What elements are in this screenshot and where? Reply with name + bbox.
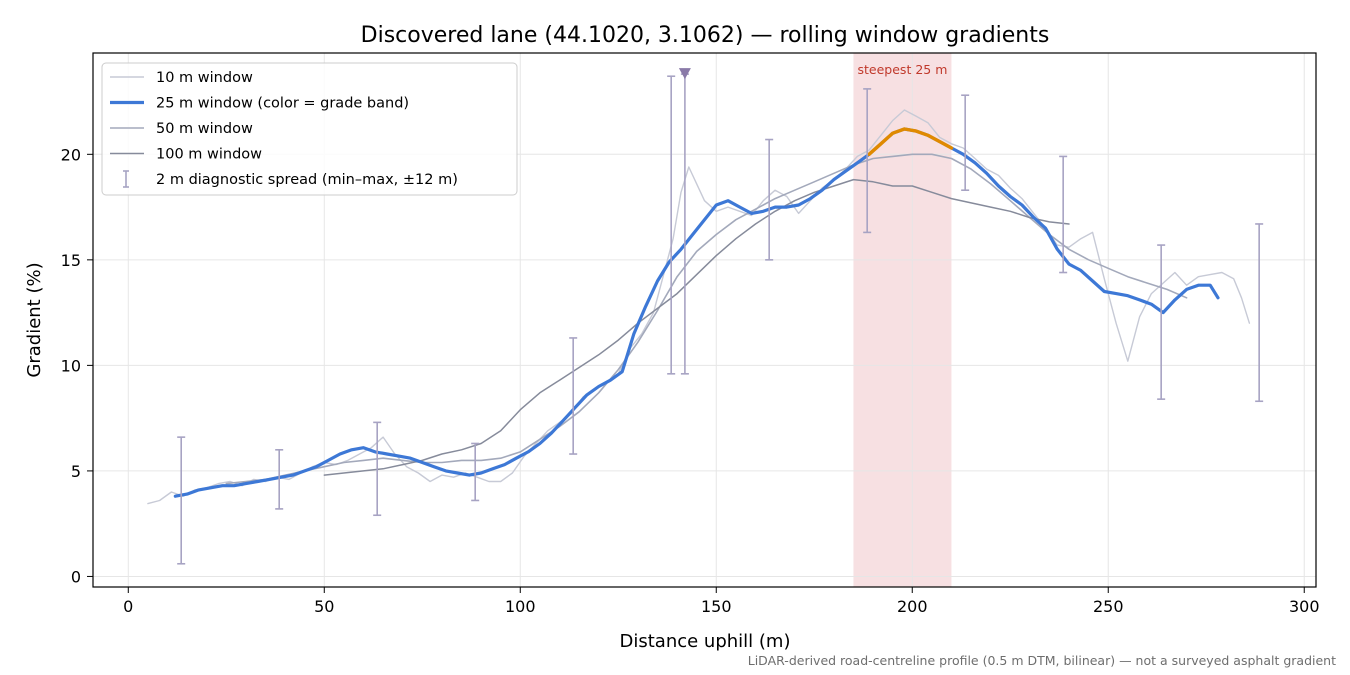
y-tick-label: 10 — [61, 356, 81, 375]
errorbar — [765, 138, 774, 261]
legend-box — [101, 62, 518, 196]
x-tick-label: 100 — [505, 597, 536, 616]
x-tick-label: 200 — [897, 597, 928, 616]
legend-entry-label: 10 m window — [156, 70, 253, 86]
steepest-band-highlight — [853, 53, 952, 587]
errorbar — [863, 88, 872, 234]
errorbar — [961, 94, 970, 191]
errorbar — [569, 337, 578, 455]
chart-title: Discovered lane (44.1020, 3.1062) — roll… — [361, 23, 1050, 48]
errorbar — [373, 421, 382, 517]
x-tick-label: 0 — [123, 597, 133, 616]
x-tick-label: 50 — [314, 597, 334, 616]
y-tick-label: 5 — [71, 462, 81, 481]
x-axis-label: Distance uphill (m) — [620, 631, 791, 652]
series-25m-window-line — [173, 127, 1220, 498]
errorbar — [1157, 244, 1166, 400]
max-spread-marker — [678, 68, 691, 80]
footnote: LiDAR-derived road-centreline profile (0… — [748, 653, 1336, 668]
legend-entry-label: 50 m window — [156, 121, 253, 137]
y-tick-label: 20 — [61, 145, 81, 164]
steepest-band-label: steepest 25 m — [858, 62, 948, 77]
y-tick-label: 15 — [61, 251, 81, 270]
errorbar — [667, 75, 676, 375]
legend-entry-label: 2 m diagnostic spread (min–max, ±12 m) — [156, 172, 458, 188]
series-50m-window-line — [225, 153, 1188, 485]
errorbar — [1255, 223, 1264, 403]
x-tick-label: 250 — [1093, 597, 1124, 616]
x-tick-label: 300 — [1289, 597, 1320, 616]
series-25m-steep-band-segment — [867, 127, 954, 156]
legend: 10 m window 25 m window (color = grade ba… — [101, 62, 518, 196]
y-tick-label: 0 — [71, 567, 81, 586]
plot-area: steepest 25 m 0 50 100 150 200 250 300 0 5 10 15 20 — [61, 52, 1320, 616]
legend-entry-label: 100 m window — [156, 147, 262, 163]
legend-entry-label: 25 m window (color = grade band) — [156, 96, 409, 112]
errorbar — [471, 442, 480, 502]
errorbar — [177, 436, 186, 565]
plot-frame — [92, 52, 1317, 588]
errorbar — [1059, 155, 1068, 274]
y-axis-label: Gradient (%) — [24, 262, 45, 377]
x-tick-label: 150 — [701, 597, 732, 616]
errorbar — [275, 449, 284, 510]
series-100m-window-line — [323, 178, 1070, 476]
